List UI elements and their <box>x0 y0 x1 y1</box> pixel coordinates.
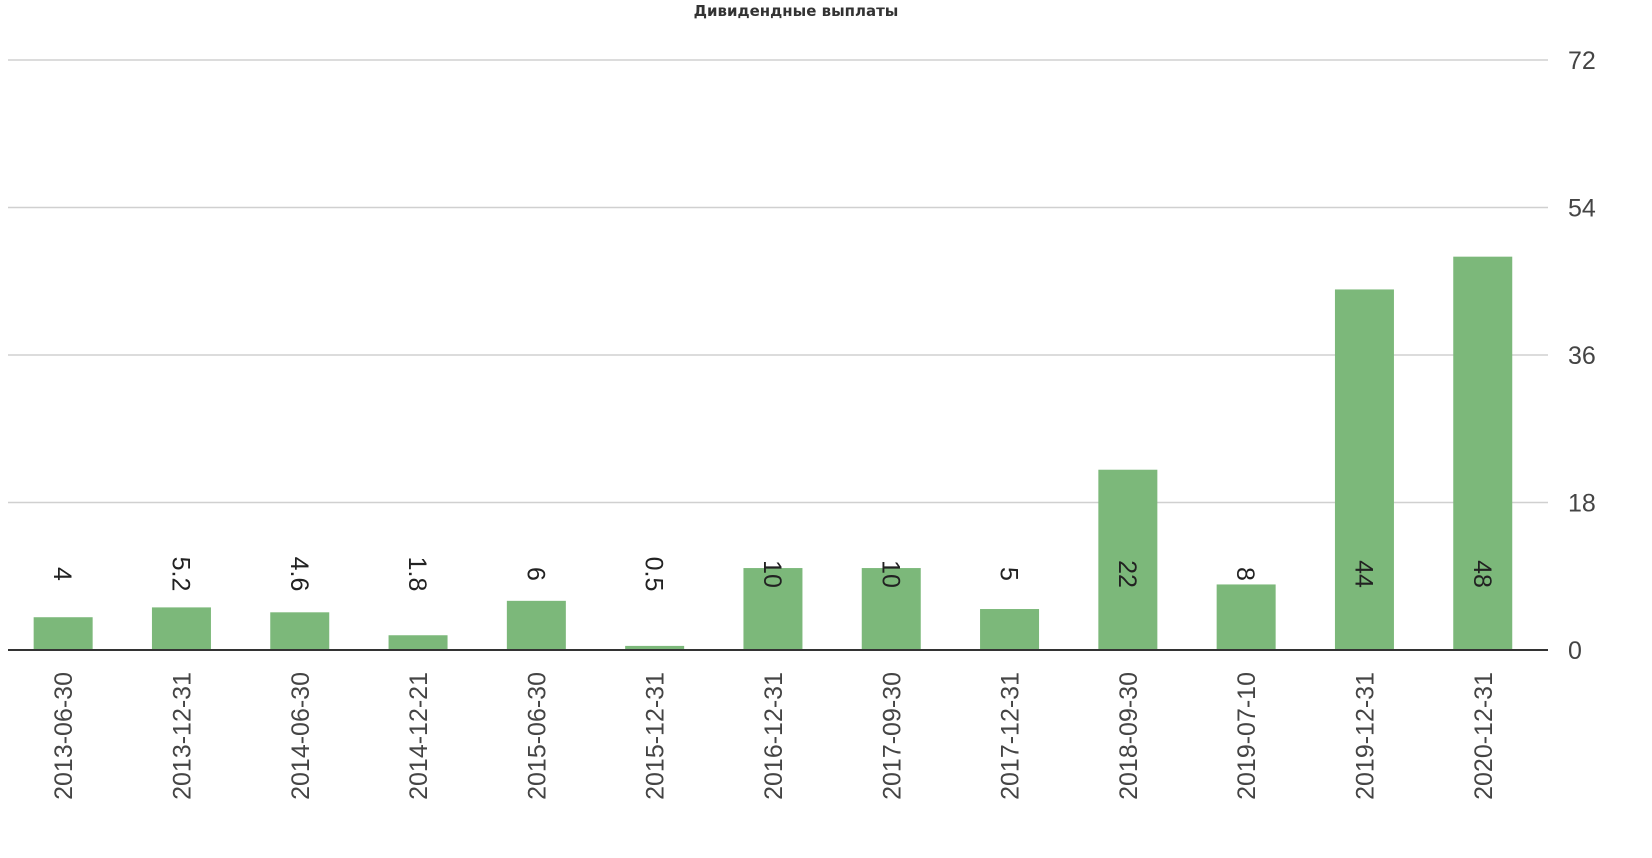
data-label: 5 <box>995 567 1023 581</box>
x-tick-label: 2016-12-31 <box>760 672 788 800</box>
x-tick-label: 2014-12-21 <box>405 672 433 800</box>
data-label: 1.8 <box>403 557 431 592</box>
data-label: 5.2 <box>166 557 194 592</box>
x-tick-label: 2015-12-31 <box>642 672 670 800</box>
data-label: 10 <box>876 560 904 588</box>
x-tick-label: 2015-06-30 <box>523 672 551 800</box>
bar <box>388 635 448 650</box>
x-tick-label: 2014-06-30 <box>287 672 315 800</box>
bar <box>861 568 921 650</box>
y-tick-label: 54 <box>1568 195 1596 223</box>
bar <box>1334 289 1394 650</box>
data-label: 4 <box>48 567 76 581</box>
data-label: 10 <box>758 560 786 588</box>
bar <box>625 645 685 650</box>
data-label: 44 <box>1349 560 1377 588</box>
x-tick-label: 2013-06-30 <box>50 672 78 800</box>
bars <box>33 256 1513 650</box>
bar <box>33 617 93 650</box>
bar <box>151 607 211 650</box>
bar <box>1216 584 1276 650</box>
y-tick-label: 72 <box>1568 47 1596 75</box>
x-tick-label: 2019-07-10 <box>1233 672 1261 800</box>
bar <box>270 612 330 650</box>
chart-title: Дивидендные выплаты <box>694 2 899 20</box>
x-tick-label: 2013-12-31 <box>168 672 196 800</box>
data-label: 22 <box>1113 560 1141 588</box>
bar <box>1098 469 1158 650</box>
data-label: 8 <box>1231 567 1259 581</box>
gridlines <box>8 59 1548 504</box>
bar <box>980 609 1040 650</box>
data-labels: 4 5.2 4.6 1.8 6 0.5 10 10 5 22 8 44 48 <box>48 557 1496 592</box>
x-tick-label: 2017-12-31 <box>997 672 1025 800</box>
x-tick-label: 2017-09-30 <box>878 672 906 800</box>
x-tick-label: 2020-12-31 <box>1470 672 1498 800</box>
y-tick-label: 0 <box>1568 637 1582 665</box>
x-tick-label: 2018-09-30 <box>1115 672 1143 800</box>
bar <box>506 600 566 650</box>
y-axis-ticks: 0 18 36 54 72 <box>1568 47 1596 665</box>
data-label: 48 <box>1468 560 1496 588</box>
data-label: 0.5 <box>640 557 668 592</box>
bar <box>1453 256 1513 650</box>
y-tick-label: 36 <box>1568 342 1596 370</box>
bar <box>743 568 803 650</box>
data-label: 6 <box>521 567 549 581</box>
x-axis-ticks: 2013-06-30 2013-12-31 2014-06-30 2014-12-21… <box>50 672 1498 800</box>
data-label: 4.6 <box>285 557 313 592</box>
y-tick-label: 18 <box>1568 490 1596 518</box>
x-tick-label: 2019-12-31 <box>1351 672 1379 800</box>
